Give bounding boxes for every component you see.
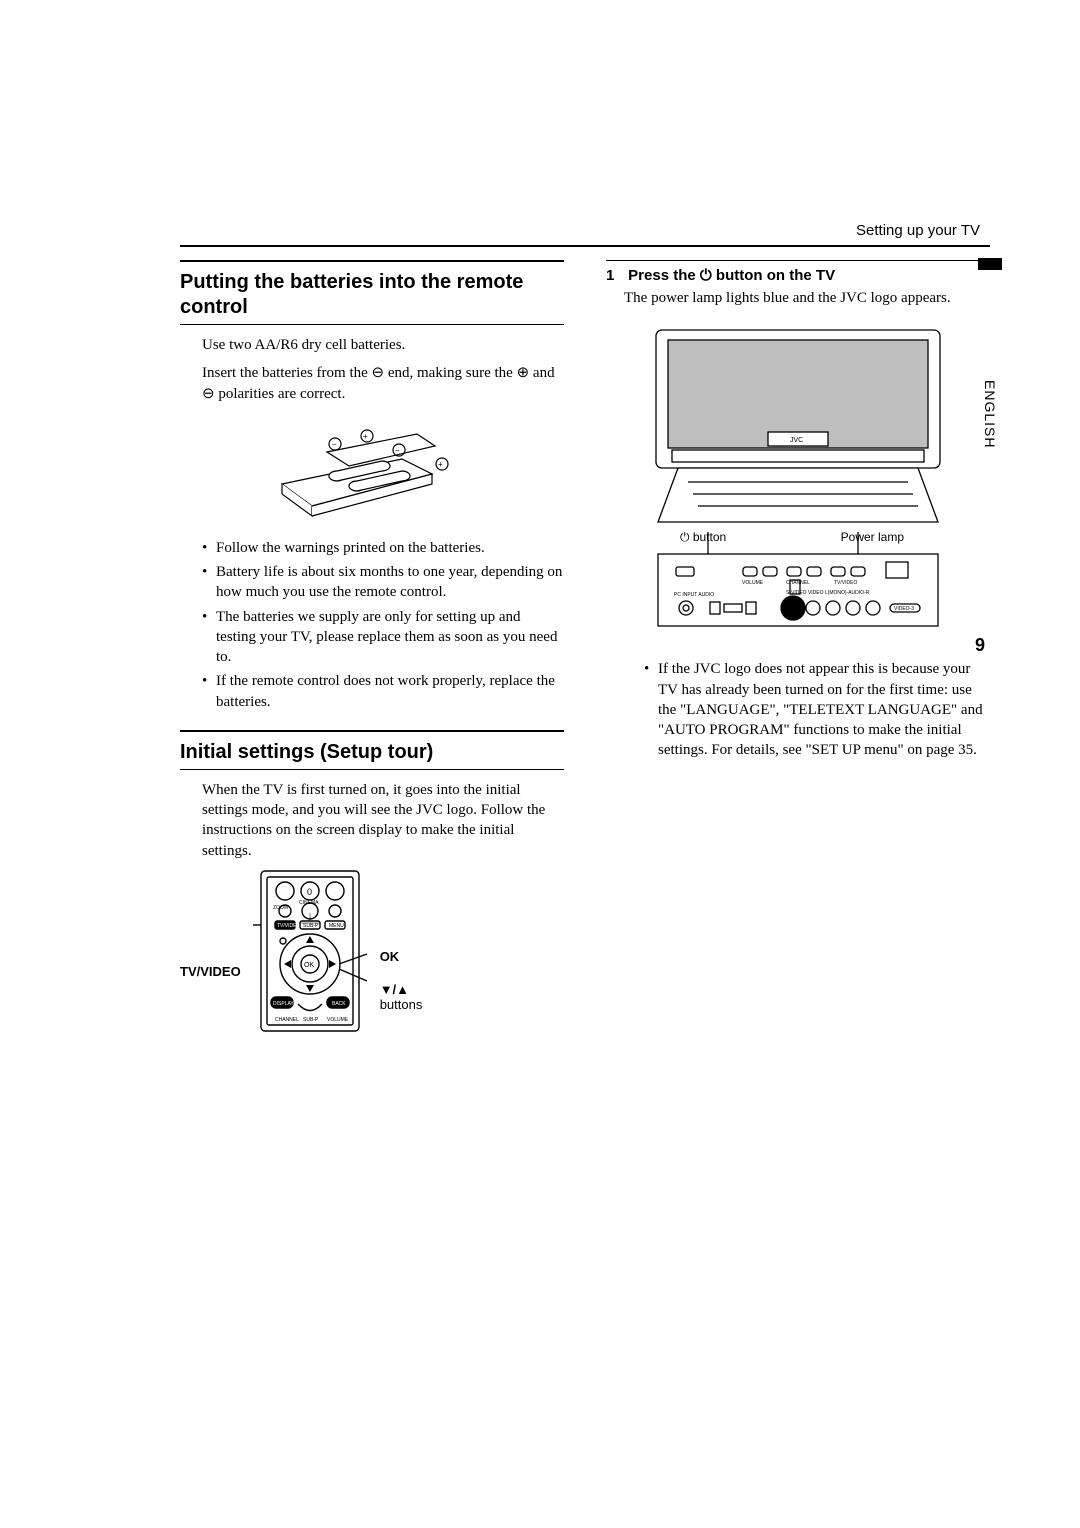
svg-text:ZOOM: ZOOM: [273, 905, 288, 911]
power-lamp-callout: Power lamp: [841, 530, 904, 545]
battery-svg: − + − +: [267, 414, 477, 524]
arrow-buttons-label: ▼/▲ buttons: [380, 982, 423, 1012]
remote-right-labels: OK ▼/▲ buttons: [380, 869, 423, 1034]
p2-a: Insert the batteries from the: [202, 365, 372, 381]
svg-text:VOLUME: VOLUME: [327, 1017, 349, 1023]
minus-icon: ⊖: [202, 386, 215, 402]
step-1-heading: 1 Press the ⏻ button on the TV: [606, 267, 990, 284]
svg-text:TV/VIDEO: TV/VIDEO: [277, 923, 300, 929]
list-item: Battery life is about six months to one …: [202, 562, 564, 603]
batteries-heading: Putting the batteries into the remote co…: [180, 270, 564, 325]
p2-b: end, making sure the: [384, 365, 516, 381]
step-title-a: Press the: [628, 267, 700, 284]
battery-warnings-list: Follow the warnings printed on the batte…: [180, 538, 564, 712]
tv-note-list: If the JVC logo does not appear this is …: [606, 659, 990, 760]
svg-text:OK: OK: [304, 962, 314, 969]
list-item: The batteries we supply are only for set…: [202, 607, 564, 668]
tv-callout-row: ⏻ button Power lamp: [648, 530, 948, 545]
remote-left-labels: TV/VIDEO: [180, 869, 241, 1034]
batteries-p1: Use two AA/R6 dry cell batteries.: [180, 335, 564, 355]
p2-d: polarities are correct.: [215, 386, 346, 402]
step-number: 1: [606, 267, 624, 284]
right-column: 1 Press the ⏻ button on the TV The power…: [606, 260, 990, 1034]
svg-text:SUB-P: SUB-P: [303, 1017, 319, 1023]
list-item: Follow the warnings printed on the batte…: [202, 538, 564, 558]
minus-icon: ⊖: [372, 365, 385, 381]
section-rule: [180, 260, 564, 262]
power-button-callout: ⏻ button: [680, 530, 726, 545]
svg-text:VOLUME: VOLUME: [742, 580, 764, 586]
svg-text:JVC: JVC: [790, 437, 803, 444]
svg-text:CINEMA: CINEMA: [299, 900, 319, 906]
power-icon: ⏻ button: [680, 530, 726, 544]
spacer: [180, 716, 564, 730]
batteries-p2: Insert the batteries from the ⊖ end, mak…: [180, 363, 564, 404]
header-section-title: Setting up your TV: [856, 222, 980, 239]
ok-label: OK: [380, 949, 423, 964]
two-column-content: Putting the batteries into the remote co…: [180, 260, 990, 1034]
section-rule: [606, 260, 990, 261]
list-item: If the remote control does not work prop…: [202, 671, 564, 712]
page-tab-marker: [978, 258, 1002, 270]
svg-text:VIDEO-3: VIDEO-3: [894, 606, 914, 612]
svg-text:SUB-P: SUB-P: [303, 923, 319, 929]
svg-text:+: +: [438, 460, 443, 469]
page-container: Setting up your TV ENGLISH 9 Putting the…: [0, 0, 1080, 1094]
header-rule: [180, 245, 990, 247]
initial-settings-body: When the TV is first turned on, it goes …: [180, 780, 564, 861]
svg-text:+: +: [363, 432, 368, 441]
svg-text:PC INPUT AUDIO: PC INPUT AUDIO: [674, 592, 714, 598]
svg-text:MENU: MENU: [329, 923, 344, 929]
step-title-b: button on the TV: [712, 267, 835, 284]
remote-illustration-wrap: TV/VIDEO 0 ZOOM CI: [180, 869, 564, 1034]
plus-icon: ⊕: [517, 365, 530, 381]
buttons-label: buttons: [380, 997, 423, 1012]
step-1-body: The power lamp lights blue and the JVC l…: [606, 288, 990, 308]
svg-text:S-VIDEO VIDEO L(MONO)-AUDI: S-VIDEO VIDEO L(MONO)-AUDIO-R: [786, 590, 870, 596]
tv-svg: JVC: [638, 322, 958, 642]
battery-illustration: − + − +: [180, 414, 564, 524]
arrows-label: ▼/▲: [380, 982, 423, 997]
svg-text:DISPLAY: DISPLAY: [273, 1001, 294, 1007]
svg-text:BACK: BACK: [332, 1001, 346, 1007]
svg-text:TV/VIDEO: TV/VIDEO: [834, 580, 857, 586]
left-column: Putting the batteries into the remote co…: [180, 260, 564, 1034]
tv-video-label: TV/VIDEO: [180, 964, 241, 979]
list-item: If the JVC logo does not appear this is …: [644, 659, 990, 760]
language-vertical-label: ENGLISH: [982, 380, 998, 448]
power-icon: ⏻: [700, 267, 712, 284]
svg-text:0: 0: [307, 887, 312, 897]
svg-text:−: −: [395, 446, 400, 455]
initial-settings-heading: Initial settings (Setup tour): [180, 740, 564, 770]
section-rule: [180, 730, 564, 732]
tv-illustration: JVC: [606, 322, 990, 645]
page-number: 9: [975, 635, 985, 656]
svg-text:CHANNEL: CHANNEL: [275, 1017, 299, 1023]
remote-svg: 0 ZOOM CINEMA TV/VIDEO SUB-P: [253, 869, 368, 1034]
svg-text:CHANNEL: CHANNEL: [786, 580, 810, 586]
svg-text:−: −: [332, 440, 337, 449]
p2-c: and: [529, 365, 554, 381]
